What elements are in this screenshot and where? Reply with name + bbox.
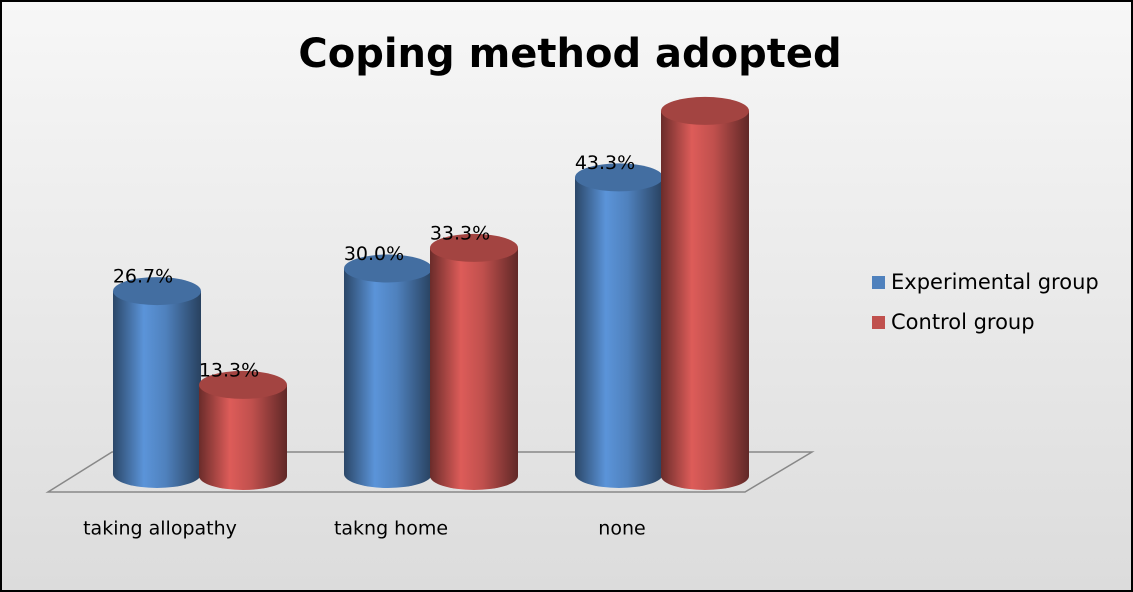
bar-top [575, 163, 663, 192]
bar [199, 370, 287, 490]
legend-label: Control group [891, 310, 1035, 334]
bar-top [344, 254, 432, 283]
data-label: 43.3% [575, 152, 635, 174]
x-tick-label: taking allopathy [83, 518, 237, 540]
data-label: 13.3% [199, 359, 259, 381]
legend-swatch [872, 276, 885, 289]
bar [430, 233, 518, 490]
data-label: 33.3% [430, 222, 490, 244]
bar-top [661, 96, 749, 125]
bar [575, 163, 663, 488]
chart-title: Coping method adopted [298, 31, 841, 77]
plot: 26.7% 13.3% 30.0% 33.3% 43.3% [113, 96, 749, 490]
bar-top [113, 277, 201, 306]
bar-body [661, 110, 749, 477]
bar-top [430, 233, 518, 262]
bar-body [430, 247, 518, 476]
bar-top [199, 370, 287, 399]
floor [45, 451, 815, 493]
bar-body [199, 384, 287, 476]
data-label: 26.7% [113, 266, 173, 288]
bar-body [113, 291, 201, 474]
data-label: 30.0% [344, 243, 404, 265]
bar-body [344, 268, 432, 474]
legend-label: Experimental group [891, 270, 1099, 294]
legend: Experimental group Control group [872, 270, 1099, 334]
legend-swatch [872, 316, 885, 329]
bar-body [575, 177, 663, 474]
x-tick-label: none [598, 518, 645, 540]
x-tick-label: takng home [334, 518, 448, 540]
bar [344, 254, 432, 488]
bar [661, 96, 749, 490]
bar [113, 277, 201, 488]
